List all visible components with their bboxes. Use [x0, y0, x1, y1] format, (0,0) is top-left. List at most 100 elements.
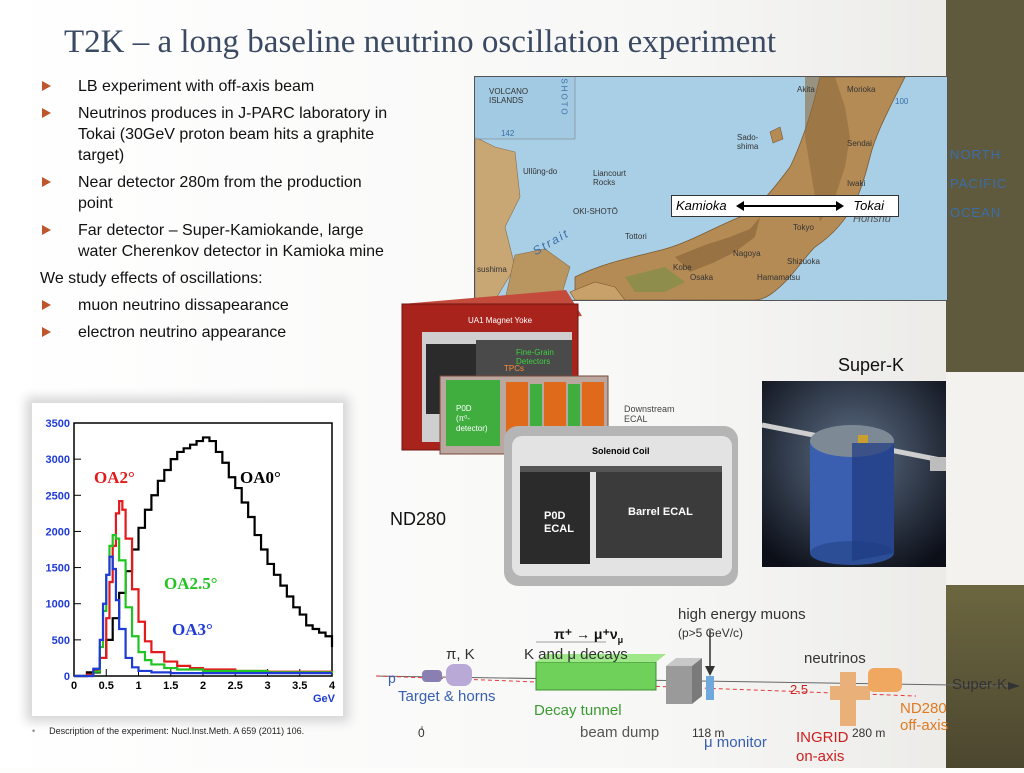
bullet-arrow-icon: [42, 225, 51, 235]
beam-label-beam-dump: beam dump: [580, 724, 660, 741]
decorative-side-band: [946, 0, 1024, 768]
map-label-liancourt: Liancourt Rocks: [593, 169, 626, 187]
bullet-item: Near detector 280m from the production p…: [40, 172, 390, 214]
x-tick-label: 4: [329, 680, 336, 692]
beam-label-280m: 280 m: [852, 726, 886, 740]
map-label-tokyo: Tokyo: [793, 223, 814, 232]
bullet-arrow-icon: [42, 81, 51, 91]
superk-caption: Super-K: [838, 355, 905, 375]
beam-label-superk: Super-K: [952, 676, 1008, 693]
beam-label-neutrinos: neutrinos: [804, 650, 866, 667]
nd280-detector-illustration: UA1 Magnet Yoke Fine-Grain Detectors TPC…: [396, 286, 752, 596]
nd280-label-p0d: P0D (π⁰- detector): [456, 404, 488, 433]
x-axis-label: GeV: [313, 693, 336, 705]
map-label-sado: Sado- shima: [737, 133, 759, 151]
beam-label-nd280: ND280 off-axis: [900, 700, 949, 734]
nd280-label-coil: Solenoid Coil: [592, 446, 650, 456]
map-label-shoto: SHOTO: [559, 78, 569, 117]
x-tick-label: 0: [71, 680, 77, 692]
map-label-kobe: Kobe: [673, 263, 692, 272]
y-tick-label: 2000: [46, 526, 70, 538]
bullet-arrow-icon: [42, 327, 51, 337]
nd280-caption: ND280: [390, 509, 447, 529]
y-tick-label: 1500: [46, 563, 70, 575]
map-label-tsushima: sushima: [477, 265, 507, 274]
map-label-hamamatsu: Hamamatsu: [757, 273, 801, 282]
nd280-label-fgd: Fine-Grain Detectors: [516, 348, 554, 366]
beam-label-ingrid: INGRID on-axis: [796, 729, 849, 765]
bullet-list: LB experiment with off-axis beam Neutrin…: [40, 76, 390, 349]
y-tick-label: 3000: [46, 454, 70, 466]
beam-label-mu-monitor: μ monitor: [704, 734, 767, 751]
bullet-item: Far detector – Super-Kamiokande, large w…: [40, 220, 390, 262]
beamline-schematic: p π, K Target & horns π⁺ → μ⁺νμ K and μ …: [375, 600, 1024, 768]
nd280-label-yoke: UA1 Magnet Yoke: [468, 316, 533, 325]
x-tick-label: 3.5: [292, 680, 307, 692]
map-ocean-label: NORTH PACIFIC OCEAN: [950, 147, 1008, 220]
bullet-item: Neutrinos produces in J-PARC laboratory …: [40, 103, 390, 166]
nd280-label-barrel-ecal: Barrel ECAL: [628, 506, 693, 518]
nd280-label-tpc: TPCs: [504, 364, 524, 373]
arrow-right-icon: [836, 201, 844, 211]
map-terrain: [475, 77, 906, 300]
map-label-morioka: Morioka: [847, 85, 876, 94]
y-tick-label: 1000: [46, 599, 70, 611]
beam-label-angle: 2.5: [790, 682, 809, 697]
footnote-bullet-icon: •: [32, 726, 36, 736]
map-label-tottori: Tottori: [625, 232, 647, 241]
bullet-item: LB experiment with off-axis beam: [40, 76, 390, 97]
bullet-arrow-icon: [42, 300, 51, 310]
series-annotation: OA2.5°: [164, 574, 218, 593]
nd280-label-downstream: Downstream ECAL: [624, 404, 675, 424]
route-arrow: [740, 205, 838, 207]
beamline-drawing: [375, 630, 1020, 730]
bullet-item: electron neutrino appearance: [40, 322, 390, 343]
neutrino-flux-chart: 0 500 1000 1500 2000 2500 3000 3500 0 0.5 1 1.5 2 2.5…: [32, 403, 343, 716]
x-tick-label: 1.5: [163, 680, 178, 692]
beam-label-k-mu: K and μ decays: [524, 646, 628, 663]
series-annotation: OA3°: [172, 620, 213, 639]
y-tick-label: 2500: [46, 490, 70, 502]
side-band-top: [946, 0, 1024, 372]
route-to-label: Tokai: [853, 198, 884, 213]
map-label-sendai: Sendai: [847, 139, 872, 148]
beam-label-target: Target & horns: [398, 688, 496, 705]
footnote: • Description of the experiment: Nucl.Ins…: [32, 726, 305, 736]
x-tick-label: 1: [135, 680, 141, 692]
map-label-iwaki: Iwaki: [847, 179, 866, 188]
bullet-item: muon neutrino dissapearance: [40, 295, 390, 316]
map-label-akita: Akita: [797, 85, 815, 94]
nd280-label-p0d-ecal: P0D ECAL: [544, 510, 574, 535]
series-annotation: OA0°: [240, 468, 281, 487]
series-line-OA3: [74, 555, 332, 678]
map-label-ullung: Ullŭng-do: [523, 167, 558, 176]
beam-label-high-energy-sub: (p>5 GeV/c): [678, 626, 744, 640]
route-from-label: Kamioka: [676, 198, 727, 213]
map-label-volcano: VOLCANO ISLANDS: [489, 87, 529, 105]
x-tick-label: 3: [264, 680, 270, 692]
superk-drawing: [762, 381, 946, 567]
oscillation-heading: We study effects of oscillations:: [40, 270, 263, 287]
map-label-oki: OKI-SHOTŌ: [573, 207, 618, 216]
series-annotation: OA2°: [94, 468, 135, 487]
x-tick-label: 2.5: [228, 680, 243, 692]
japan-map: VOLCANO ISLANDS Ullŭng-do Liancourt Rock…: [474, 76, 948, 301]
bullet-arrow-icon: [42, 177, 51, 187]
map-number-142: 142: [501, 129, 515, 138]
beam-label-decay-tunnel: Decay tunnel: [534, 702, 622, 719]
beam-label-high-energy: high energy muons: [678, 606, 806, 623]
beam-label-decay-eq: π⁺ → μ⁺νμ: [554, 626, 624, 645]
beam-label-pik: π, K: [446, 646, 475, 663]
map-label-shizuoka: Shizuoka: [787, 257, 820, 266]
beam-label-p: p: [388, 670, 396, 686]
x-tick-label: 2: [200, 680, 206, 692]
beam-label-zero: 0: [418, 726, 425, 740]
y-tick-label: 500: [52, 635, 70, 647]
slide-title: T2K – a long baseline neutrino oscillati…: [64, 24, 777, 60]
side-band-middle: [946, 372, 1024, 585]
kamioka-tokai-route: Kamioka Tokai: [671, 195, 899, 217]
side-band-bottom: [946, 585, 1024, 768]
superk-illustration: [762, 381, 946, 567]
beam-label-118m: 118 m: [692, 726, 725, 740]
flux-chart-svg: 0 500 1000 1500 2000 2500 3000 3500 0 0.5 1 1.5 2 2.5…: [46, 418, 336, 705]
